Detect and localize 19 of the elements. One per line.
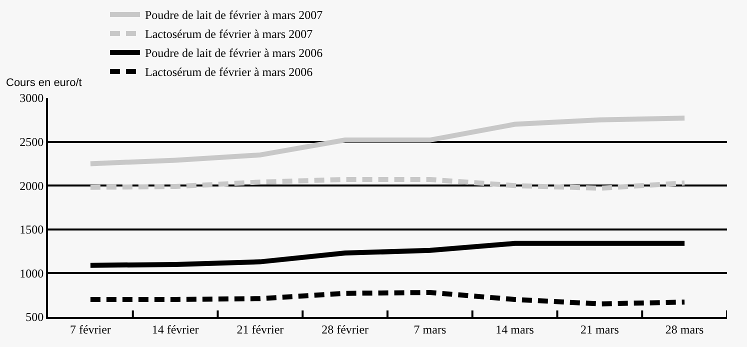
y-axis-title: Cours en euro/t xyxy=(6,77,82,89)
y-tick-label: 1500 xyxy=(20,222,44,237)
x-tick-label: 14 février xyxy=(152,322,199,336)
legend-label: Poudre de lait de février à mars 2006 xyxy=(145,46,323,60)
legend-label: Lactosérum de février à mars 2007 xyxy=(145,27,313,42)
x-tick-label: 28 février xyxy=(322,322,369,336)
y-tick-label: 2000 xyxy=(20,178,44,193)
x-tick-label: 14 mars xyxy=(496,322,534,336)
y-tick-label: 3000 xyxy=(20,91,44,106)
x-tick-label: 21 mars xyxy=(580,322,620,336)
legend-label: Lactosérum de février à mars 2006 xyxy=(145,65,313,80)
y-tick-label: 500 xyxy=(26,310,44,324)
x-tick-label: 28 mars xyxy=(665,322,704,336)
y-tick-label: 2500 xyxy=(20,135,44,149)
x-tick-label: 7 février xyxy=(70,322,111,336)
legend-label: Poudre de lait de février à mars 2007 xyxy=(145,8,323,22)
y-tick-label: 1000 xyxy=(20,266,44,280)
x-tick-label: 21 février xyxy=(236,322,284,336)
x-tick-label: 7 mars xyxy=(414,322,446,336)
